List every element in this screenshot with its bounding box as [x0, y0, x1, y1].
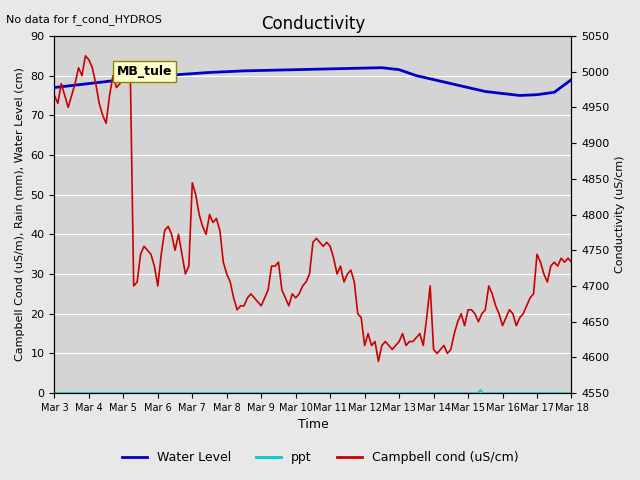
Y-axis label: Campbell Cond (uS/m), Rain (mm), Water Level (cm): Campbell Cond (uS/m), Rain (mm), Water L…	[15, 68, 25, 361]
X-axis label: Time: Time	[298, 419, 328, 432]
Text: No data for f_cond_HYDROS: No data for f_cond_HYDROS	[6, 14, 163, 25]
Y-axis label: Conductivity (uS/cm): Conductivity (uS/cm)	[615, 156, 625, 273]
Title: Conductivity: Conductivity	[261, 15, 365, 33]
Legend: Water Level, ppt, Campbell cond (uS/cm): Water Level, ppt, Campbell cond (uS/cm)	[116, 446, 524, 469]
Text: MB_tule: MB_tule	[116, 65, 172, 78]
